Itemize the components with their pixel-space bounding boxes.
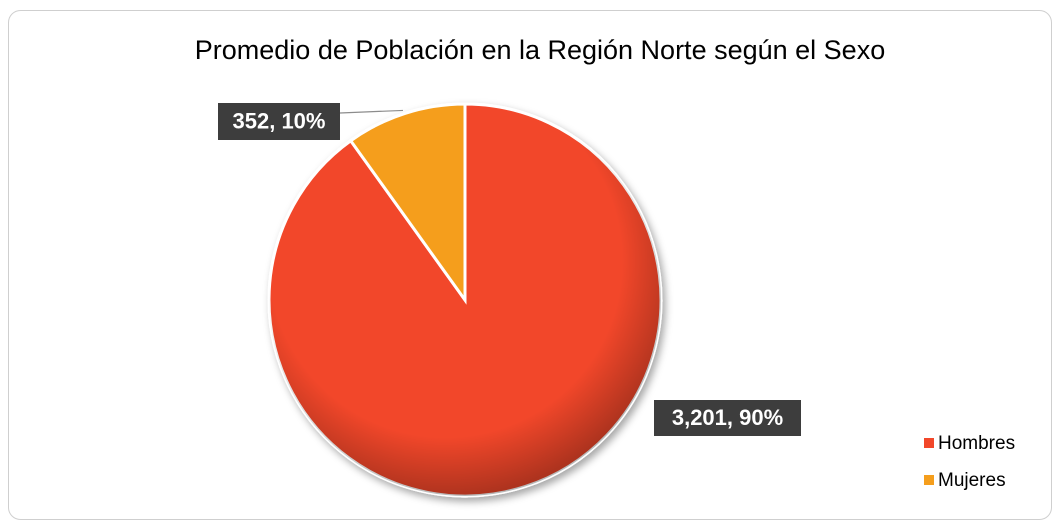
data-label: 3,201, 90% <box>672 405 783 430</box>
legend-label: Hombres <box>938 433 1015 454</box>
data-label-box <box>654 400 801 436</box>
legend-swatch <box>924 475 934 485</box>
data-label-box <box>218 103 340 140</box>
legend-swatch <box>924 438 934 448</box>
leader-line <box>339 109 404 114</box>
data-label: 352, 10% <box>233 108 326 133</box>
chart-title: Promedio de Población en la Región Norte… <box>195 35 885 65</box>
legend-label: Mujeres <box>938 470 1006 491</box>
pie <box>267 102 663 498</box>
